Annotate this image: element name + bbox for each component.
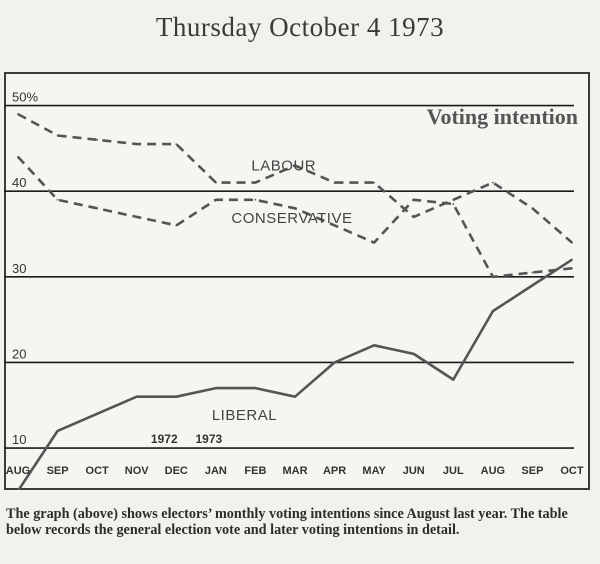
point-conservative-2 — [96, 207, 99, 210]
x-tick-label-10: JUN — [403, 465, 425, 477]
point-labour-14 — [571, 241, 573, 244]
point-conservative-3 — [135, 215, 138, 218]
x-tick-label-6: FEB — [244, 465, 266, 477]
x-tick-label-7: MAR — [282, 465, 307, 477]
y-tick-label-20: 20 — [12, 346, 26, 361]
point-labour-6 — [254, 181, 257, 184]
chart-frame — [4, 72, 590, 490]
x-tick-label-11: JUL — [443, 465, 464, 477]
point-conservative-9 — [373, 241, 376, 244]
point-conservative-12 — [491, 275, 494, 278]
x-tick-label-5: JAN — [205, 465, 227, 477]
point-liberal-8 — [333, 361, 336, 364]
point-labour-2 — [96, 138, 99, 141]
point-liberal-12 — [491, 310, 494, 312]
x-tick-label-0: AUG — [6, 465, 30, 477]
point-liberal-13 — [531, 284, 534, 287]
point-liberal-6 — [254, 387, 257, 390]
gridlines: 50% 40 30 20 10 — [4, 90, 574, 449]
point-labour-9 — [373, 181, 376, 184]
point-conservative-10 — [412, 198, 415, 201]
point-conservative-1 — [56, 198, 59, 201]
point-liberal-5 — [214, 387, 217, 390]
year-label-1972: 1972 — [151, 432, 178, 446]
point-conservative-14 — [571, 267, 573, 270]
x-tick-label-9: MAY — [362, 465, 386, 477]
point-labour-0 — [17, 113, 19, 116]
y-tick-label-30: 30 — [12, 261, 26, 276]
point-liberal-7 — [294, 395, 296, 398]
series-line-liberal — [17, 258, 573, 490]
x-tick-label-8: APR — [323, 465, 346, 477]
point-labour-12 — [491, 181, 494, 184]
point-conservative-0 — [17, 156, 19, 158]
point-conservative-8 — [333, 224, 336, 227]
x-tick-label-13: SEP — [521, 465, 543, 477]
point-labour-10 — [412, 215, 415, 218]
point-conservative-11 — [452, 203, 455, 205]
series-label-liberal: LIBERAL — [212, 407, 277, 424]
point-labour-8 — [333, 181, 336, 184]
series-label-conservative: CONSERVATIVE — [231, 210, 352, 227]
x-tick-label-1: SEP — [47, 465, 69, 477]
year-label-1973: 1973 — [196, 432, 223, 446]
x-tick-label-3: NOV — [125, 465, 150, 477]
point-liberal-3 — [135, 395, 138, 398]
series-lines: LABOUR CONSERVATIVE LIBERAL — [17, 112, 573, 490]
point-conservative-5 — [214, 198, 217, 201]
series-label-labour: LABOUR — [251, 158, 316, 175]
page-dateline: Thursday October 4 1973 — [155, 12, 445, 42]
x-tick-label-4: DEC — [165, 465, 188, 477]
chart-caption: The graph (above) shows electors’ monthl… — [6, 506, 568, 538]
point-conservative-13 — [531, 271, 534, 274]
point-labour-5 — [214, 181, 217, 184]
y-tick-label-40: 40 — [12, 175, 26, 190]
x-tick-label-12: AUG — [481, 465, 505, 477]
point-liberal-9 — [373, 344, 376, 347]
voting-intention-chart: 50% 40 30 20 10 Voting intention LABOUR CONSE… — [4, 90, 584, 490]
point-labour-1 — [56, 134, 59, 137]
point-liberal-11 — [452, 378, 455, 381]
point-liberal-1 — [56, 430, 59, 432]
y-tick-label-10: 10 — [12, 432, 26, 447]
point-conservative-7 — [294, 207, 296, 210]
x-tick-label-2: OCT — [86, 465, 110, 477]
x-tick-label-14: OCT — [560, 465, 584, 477]
point-labour-4 — [175, 143, 178, 145]
point-liberal-2 — [96, 412, 99, 415]
x-axis-labels: AUG SEP OCT NOV DEC JAN FEB MAR APR MAY JUN JUL AUG S… — [6, 432, 584, 477]
y-tick-label-50: 50% — [12, 90, 38, 105]
point-labour-3 — [135, 143, 138, 145]
point-liberal-4 — [175, 395, 178, 398]
point-labour-7 — [294, 164, 296, 167]
chart-title: Voting intention — [427, 104, 578, 129]
point-liberal-10 — [412, 352, 415, 355]
point-labour-11 — [452, 198, 455, 201]
point-conservative-6 — [254, 198, 257, 201]
point-conservative-4 — [175, 224, 178, 227]
point-labour-13 — [531, 207, 534, 210]
point-liberal-14 — [571, 258, 573, 261]
